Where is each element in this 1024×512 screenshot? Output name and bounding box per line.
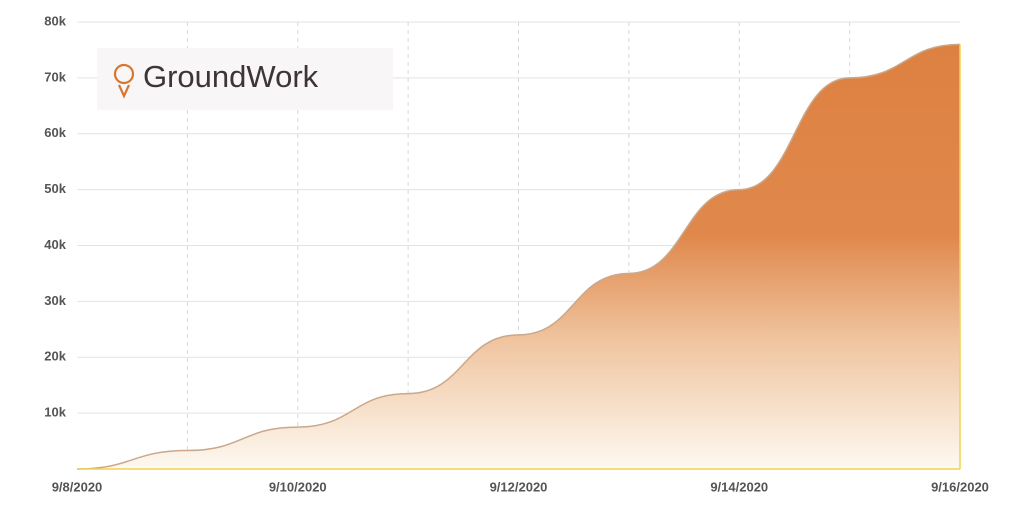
logo-box	[97, 48, 393, 110]
y-tick-label: 20k	[44, 349, 66, 364]
y-tick-label: 80k	[44, 13, 66, 28]
y-tick-label: 10k	[44, 405, 66, 420]
y-tick-label: 70k	[44, 69, 66, 84]
y-tick-label: 30k	[44, 293, 66, 308]
x-tick-label: 9/16/2020	[931, 479, 989, 494]
line	[76, 43, 961, 470]
x-tick-label: 9/14/2020	[710, 479, 768, 494]
logo-text: GroundWork	[143, 59, 319, 94]
x-tick-label: 9/8/2020	[52, 479, 103, 494]
x-tick-label: 9/10/2020	[269, 479, 327, 494]
y-tick-label: 40k	[44, 237, 66, 252]
x-tick-label: 9/12/2020	[490, 479, 548, 494]
area	[77, 44, 960, 469]
plot	[76, 43, 961, 470]
y-tick-label: 60k	[44, 125, 66, 140]
logo: GroundWork	[97, 48, 393, 110]
y-tick-label: 50k	[44, 181, 66, 196]
logo-icon	[113, 63, 135, 99]
